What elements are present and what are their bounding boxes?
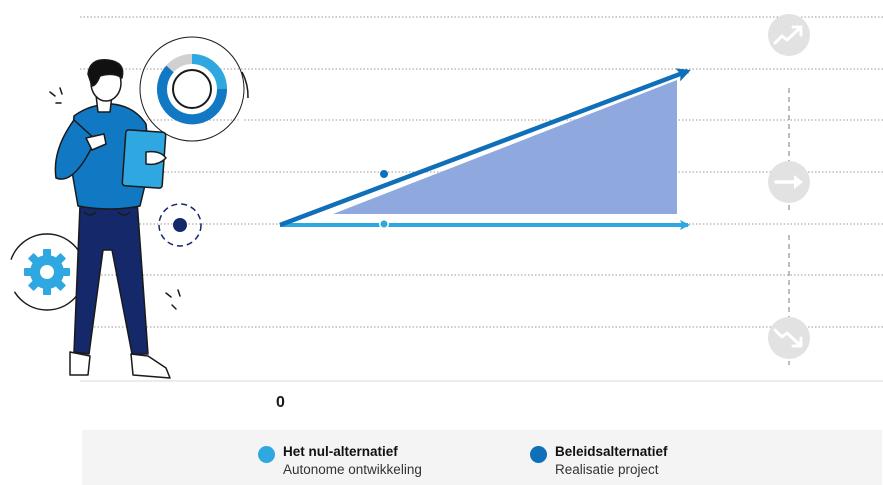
legend-subtitle: Autonome ontwikkeling — [283, 462, 422, 477]
target-dot-icon — [159, 204, 201, 246]
policy-marker-dot — [380, 170, 388, 178]
trend-down-icon — [768, 317, 810, 359]
effect-area — [333, 80, 677, 214]
legend-dot-icon — [530, 446, 547, 463]
legend-subtitle: Realisatie project — [555, 462, 659, 477]
trend-flat-icon — [768, 161, 810, 203]
donut-chart-icon — [134, 31, 250, 147]
gear-icon — [9, 234, 85, 310]
x-axis-zero-label: 0 — [276, 394, 285, 412]
legend: Het nul-alternatief Autonome ontwikkelin… — [82, 430, 882, 485]
legend-title: Het nul-alternatief — [283, 444, 398, 459]
legend-dot-icon — [258, 446, 275, 463]
baseline-marker-dot — [381, 221, 388, 228]
trend-up-icon — [768, 14, 810, 56]
person-illustration — [55, 60, 170, 378]
legend-title: Beleidsalternatief — [555, 444, 668, 459]
